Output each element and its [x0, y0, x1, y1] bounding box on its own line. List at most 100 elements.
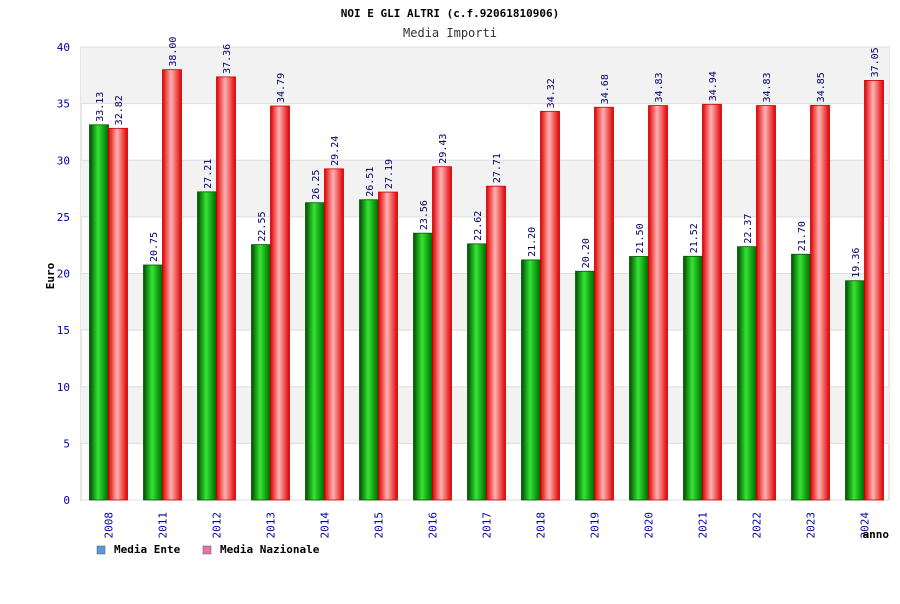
- bar-media-nazionale-2021: [702, 103, 722, 501]
- legend-swatch-media-ente: [96, 545, 106, 555]
- bar-media-nazionale-2013: [270, 105, 290, 501]
- bar-media-ente-2018: [521, 259, 541, 501]
- chart-title: NOI E GLI ALTRI (c.f.92061810906): [341, 7, 560, 20]
- x-tick-label-2013: 2013: [265, 512, 278, 539]
- x-tick-label-2016: 2016: [427, 512, 440, 539]
- bar-media-ente-2017: [467, 243, 487, 501]
- bar-media-ente-2019: [575, 270, 595, 501]
- x-tick-label-2018: 2018: [535, 512, 548, 539]
- bar-media-nazionale-2020: [648, 105, 668, 501]
- x-tick-label-2024: 2024: [859, 512, 872, 539]
- bar-media-nazionale-2011: [162, 69, 182, 501]
- bar-media-nazionale-2017: [486, 185, 506, 501]
- y-tick-label: 35: [57, 98, 70, 111]
- data-label-media-nazionale-2023: 34.85: [816, 72, 827, 102]
- y-tick-label: 10: [57, 381, 70, 394]
- grid-band: [81, 47, 889, 104]
- y-tick-label: 20: [57, 268, 70, 281]
- data-label-media-ente-2018: 21.20: [527, 227, 538, 257]
- data-label-media-nazionale-2021: 34.94: [708, 71, 719, 101]
- bar-media-ente-2012: [197, 191, 217, 501]
- bar-media-nazionale-2012: [216, 76, 236, 501]
- data-label-media-ente-2020: 21.50: [635, 223, 646, 253]
- bar-media-ente-2023: [791, 253, 811, 501]
- data-label-media-ente-2022: 22.37: [743, 214, 754, 244]
- data-label-media-nazionale-2024: 37.05: [870, 47, 881, 77]
- data-label-media-ente-2008: 33.13: [95, 92, 106, 122]
- legend-label-media-nazionale: Media Nazionale: [220, 543, 320, 556]
- x-tick-label-2015: 2015: [373, 512, 386, 539]
- bar-media-ente-2008: [89, 124, 109, 501]
- bar-media-ente-2011: [143, 264, 163, 501]
- bar-media-nazionale-2014: [324, 168, 344, 501]
- data-label-media-nazionale-2012: 37.36: [222, 44, 233, 74]
- data-label-media-ente-2021: 21.52: [689, 223, 700, 253]
- bar-media-ente-2021: [683, 255, 703, 501]
- data-label-media-ente-2016: 23.56: [419, 200, 430, 230]
- data-label-media-nazionale-2016: 29.43: [438, 134, 449, 164]
- legend-swatch-media-nazionale: [202, 545, 212, 555]
- bar-media-nazionale-2015: [378, 191, 398, 501]
- bar-media-ente-2014: [305, 202, 325, 501]
- data-label-media-nazionale-2015: 27.19: [384, 159, 395, 189]
- data-label-media-ente-2023: 21.70: [797, 221, 808, 251]
- data-label-media-nazionale-2014: 29.24: [330, 136, 341, 166]
- data-label-media-ente-2013: 22.55: [257, 212, 268, 242]
- data-label-media-nazionale-2013: 34.79: [276, 73, 287, 103]
- x-axis-ticks: 2008 2011 2012 2013 2014 2015 2016 2017 2018 2019…: [103, 512, 872, 539]
- legend: Media Ente Media Nazionale: [96, 543, 320, 556]
- x-tick-label-2008: 2008: [103, 512, 116, 539]
- bar-media-ente-2024: [845, 280, 865, 501]
- data-label-media-nazionale-2020: 34.83: [654, 72, 665, 102]
- bar-media-ente-2013: [251, 244, 271, 501]
- y-axis-ticks: 0 5 10 15 20 25 30 35 40: [57, 41, 70, 507]
- x-tick-label-2022: 2022: [751, 512, 764, 539]
- data-label-media-ente-2024: 19.36: [851, 248, 862, 278]
- bar-media-ente-2022: [737, 246, 757, 501]
- data-label-media-ente-2019: 20.20: [581, 238, 592, 268]
- data-label-media-ente-2015: 26.51: [365, 167, 376, 197]
- data-label-media-nazionale-2008: 32.82: [114, 95, 125, 125]
- bar-media-ente-2015: [359, 199, 379, 501]
- y-tick-label: 25: [57, 211, 70, 224]
- y-tick-label: 15: [57, 324, 70, 337]
- bar-media-nazionale-2023: [810, 104, 830, 501]
- bar-media-nazionale-2022: [756, 105, 776, 501]
- data-labels-group: 33.13 32.82 20.75 38.00 27.21 37.36 22.55 34.79…: [95, 37, 881, 278]
- x-tick-label-2023: 2023: [805, 512, 818, 539]
- x-tick-label-2017: 2017: [481, 512, 494, 539]
- y-axis-label: Euro: [44, 262, 57, 289]
- bars-group: [89, 69, 884, 501]
- y-tick-label: 30: [57, 154, 70, 167]
- data-label-media-nazionale-2022: 34.83: [762, 72, 773, 102]
- data-label-media-nazionale-2019: 34.68: [600, 74, 611, 104]
- bar-media-nazionale-2008: [108, 127, 128, 501]
- data-label-media-ente-2012: 27.21: [203, 159, 214, 189]
- x-axis-label: anno: [863, 528, 890, 541]
- data-label-media-nazionale-2018: 34.32: [546, 78, 557, 108]
- data-label-media-ente-2011: 20.75: [149, 232, 160, 262]
- y-tick-label: 5: [63, 437, 70, 450]
- bar-media-nazionale-2024: [864, 80, 884, 501]
- x-tick-label-2019: 2019: [589, 512, 602, 539]
- y-tick-label: 40: [57, 41, 70, 54]
- x-tick-label-2012: 2012: [211, 512, 224, 539]
- data-label-media-ente-2014: 26.25: [311, 170, 322, 200]
- bar-media-ente-2016: [413, 232, 433, 501]
- y-tick-label: 0: [63, 494, 70, 507]
- bar-media-nazionale-2019: [594, 106, 614, 501]
- chart-subtitle: Media Importi: [403, 26, 497, 40]
- legend-label-media-ente: Media Ente: [114, 543, 181, 556]
- bar-media-nazionale-2018: [540, 110, 560, 501]
- data-label-media-nazionale-2017: 27.71: [492, 153, 503, 183]
- x-tick-label-2011: 2011: [157, 512, 170, 539]
- bar-media-ente-2020: [629, 256, 649, 501]
- x-tick-label-2014: 2014: [319, 512, 332, 539]
- data-label-media-ente-2017: 22.62: [473, 211, 484, 241]
- bar-media-nazionale-2016: [432, 166, 452, 501]
- data-label-media-nazionale-2011: 38.00: [168, 37, 179, 67]
- x-tick-label-2020: 2020: [643, 512, 656, 539]
- x-tick-label-2021: 2021: [697, 512, 710, 539]
